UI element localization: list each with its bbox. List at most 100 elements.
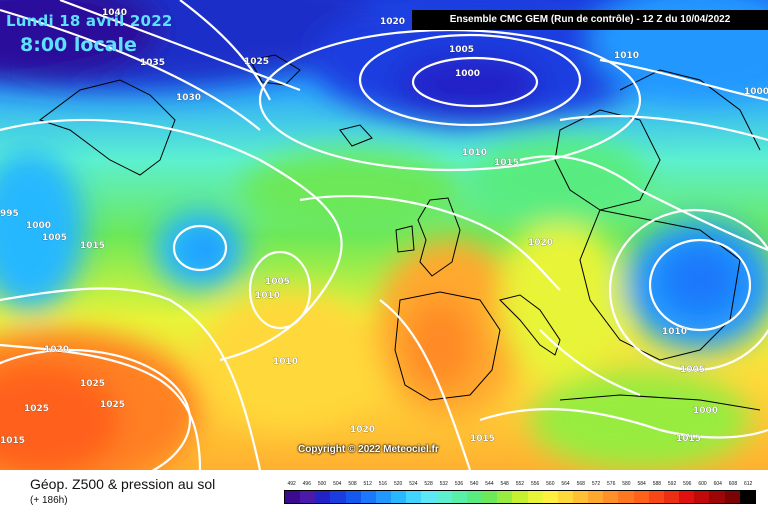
scale-label: 588 [652, 481, 662, 487]
scale-label: 512 [363, 481, 372, 487]
scale-label: 552 [515, 481, 525, 487]
scale-label: 568 [576, 481, 585, 487]
isobar-label: 1025 [80, 379, 105, 389]
isobar-label: 1000 [744, 87, 768, 97]
isobar-label: 1015 [80, 241, 105, 251]
scale-label: 592 [667, 481, 677, 487]
model-run-header: Ensemble CMC GEM (Run de contrôle) - 12 … [412, 10, 768, 30]
isobar-label: 1010 [662, 327, 687, 337]
legend-footer: Géop. Z500 & pression au sol (+ 186h) 49… [0, 470, 768, 512]
isobar-label: 1010 [614, 51, 639, 61]
scale-swatch [633, 491, 649, 503]
scale-label: 584 [637, 481, 646, 487]
scale-label: 524 [409, 481, 418, 487]
isobar-label: 1015 [494, 158, 519, 168]
isobar-label: 1020 [350, 425, 375, 435]
scale-swatch [694, 491, 710, 503]
isobar-label: 1005 [265, 277, 290, 287]
scale-label: 576 [607, 481, 616, 487]
isobar-label: 1005 [449, 45, 474, 55]
isobar-label: 1000 [693, 406, 718, 416]
isobar-label: 1005 [42, 233, 67, 243]
scale-swatch [360, 491, 376, 503]
isobar-label: 1015 [676, 434, 701, 444]
scale-swatch [648, 491, 664, 503]
scale-label: 528 [424, 481, 433, 487]
isobar-label: 1030 [176, 93, 201, 103]
isobar-label: 1010 [255, 291, 280, 301]
scale-label: 560 [546, 481, 555, 487]
scale-swatch [739, 491, 755, 503]
forecast-time: 8:00 locale [20, 34, 137, 56]
isobar-label: 1015 [470, 434, 495, 444]
scale-label: 596 [683, 481, 692, 487]
isobars [0, 0, 768, 470]
isobar-label: 1025 [24, 404, 49, 414]
scale-swatch [391, 491, 407, 503]
scale-swatch [436, 491, 452, 503]
scale-swatch [527, 491, 543, 503]
scale-swatch [724, 491, 740, 503]
scale-swatch [482, 491, 498, 503]
scale-swatch [330, 491, 346, 503]
weather-map: 1040 1035 1030 1025 1020 1005 1000 1010 … [0, 0, 768, 470]
scale-swatch [451, 491, 467, 503]
scale-label: 548 [500, 481, 509, 487]
color-scale: 492 496 500 504 508 512 516 520 524 528 532 536 540 5… [284, 479, 756, 504]
isobar-label: 995 [0, 209, 19, 219]
isobar-label: 1000 [26, 221, 51, 231]
scale-label: 520 [393, 481, 403, 487]
scale-label: 496 [302, 481, 311, 487]
isobar-label: 1025 [100, 400, 125, 410]
scale-label: 604 [713, 481, 722, 487]
scale-label: 544 [485, 481, 494, 487]
isobar-label: 1020 [380, 17, 405, 27]
isobar-label: 1020 [528, 238, 553, 248]
isobar-label: 1035 [140, 58, 165, 68]
scale-label: 500 [317, 481, 327, 487]
forecast-lead: (+ 186h) [30, 495, 68, 506]
scale-swatch [709, 491, 725, 503]
scale-label: 556 [530, 481, 540, 487]
scale-label: 564 [561, 481, 570, 487]
color-scale-labels: 492 496 500 504 508 512 516 520 524 528 532 536 540 5… [284, 479, 756, 490]
isobar-label: 1010 [273, 357, 298, 367]
scale-swatch [572, 491, 589, 503]
scale-swatch [300, 491, 316, 503]
scale-swatch [497, 491, 513, 503]
isobar-label: 1015 [0, 436, 25, 446]
scale-swatch [345, 491, 361, 503]
isobar-label: 1040 [102, 8, 127, 18]
map-canvas: 1040 1035 1030 1025 1020 1005 1000 1010 … [0, 0, 768, 470]
scale-label: 612 [744, 481, 753, 487]
scale-swatch [466, 491, 483, 503]
scale-swatch [375, 491, 392, 503]
isobar-label: 1020 [44, 345, 69, 355]
copyright-notice: Copyright © 2022 Meteociel.fr [298, 444, 439, 455]
scale-swatch [406, 491, 422, 503]
scale-label: 508 [348, 481, 357, 487]
scale-swatch [285, 491, 301, 503]
forecast-date: Lundi 18 avril 2022 [6, 12, 173, 30]
scale-swatch [663, 491, 680, 503]
scale-swatch [512, 491, 528, 503]
scale-swatch [588, 491, 604, 503]
color-scale-bar [284, 490, 756, 504]
scale-label: 504 [333, 481, 342, 487]
scale-label: 572 [591, 481, 601, 487]
isobar-labels: 1040 1035 1030 1025 1020 1005 1000 1010 … [0, 8, 768, 446]
scale-label: 532 [439, 481, 448, 487]
isobar-label: 1025 [244, 57, 269, 67]
isobar-label: 1010 [462, 148, 487, 158]
chart-title: Géop. Z500 & pression au sol [30, 476, 216, 492]
isobar-label: 1000 [455, 69, 480, 79]
scale-label: 580 [622, 481, 631, 487]
scale-swatch [618, 491, 634, 503]
scale-label: 600 [698, 481, 707, 487]
scale-swatch [603, 491, 619, 503]
scale-label: 536 [454, 481, 464, 487]
isobar-label: 1005 [680, 365, 705, 375]
scale-swatch [557, 491, 573, 503]
scale-swatch [315, 491, 331, 503]
scale-swatch [421, 491, 437, 503]
